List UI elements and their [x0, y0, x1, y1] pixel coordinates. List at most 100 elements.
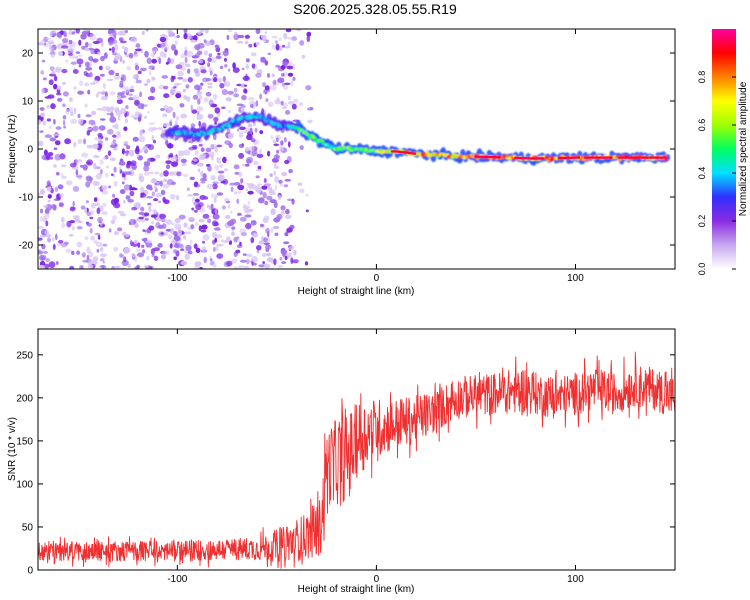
noise-speck — [126, 66, 131, 71]
noise-speck — [250, 52, 257, 57]
noise-speck — [108, 185, 111, 189]
noise-speck — [113, 74, 121, 80]
noise-speck — [40, 112, 45, 117]
noise-speck — [82, 164, 88, 171]
noise-speck — [143, 115, 147, 119]
noise-speck — [175, 64, 183, 70]
noise-speck — [222, 156, 227, 164]
noise-speck — [49, 66, 55, 71]
noise-speck — [200, 177, 208, 182]
noise-speck — [213, 221, 219, 227]
ridge-core — [223, 125, 228, 129]
noise-speck — [155, 154, 161, 159]
noise-speck — [245, 63, 250, 70]
noise-speck — [270, 208, 276, 215]
noise-speck — [213, 116, 219, 123]
noise-speck — [212, 213, 220, 220]
noise-speck — [72, 200, 75, 207]
noise-speck — [65, 180, 73, 186]
noise-speck — [100, 55, 105, 62]
noise-speck — [176, 229, 182, 236]
noise-speck — [292, 98, 299, 104]
noise-speck — [49, 31, 53, 37]
noise-speck — [134, 218, 139, 222]
noise-speck — [96, 241, 103, 248]
noise-speck — [280, 249, 288, 255]
noise-speck — [227, 132, 234, 139]
noise-speck — [104, 172, 109, 178]
noise-speck — [56, 172, 60, 176]
spectrogram-y-axis-label: Frequency (Hz) — [7, 115, 18, 184]
noise-speck — [255, 188, 262, 194]
noise-speck — [92, 143, 99, 149]
noise-speck — [145, 29, 149, 32]
noise-speck — [180, 248, 185, 251]
noise-speck — [85, 200, 89, 204]
noise-speck — [114, 107, 120, 113]
noise-speck — [284, 232, 289, 237]
noise-speck — [101, 190, 109, 195]
noise-speck — [117, 95, 122, 100]
noise-speck — [43, 251, 48, 254]
noise-speck — [114, 231, 119, 236]
noise-speck — [51, 70, 56, 75]
noise-speck — [60, 164, 67, 168]
noise-speck — [219, 65, 224, 70]
noise-speck — [280, 205, 286, 211]
noise-speck — [256, 153, 264, 158]
noise-speck — [252, 121, 256, 127]
ridge-core — [227, 124, 231, 128]
noise-speck — [124, 46, 129, 53]
noise-speck — [173, 249, 177, 254]
noise-speck — [187, 250, 193, 255]
noise-speck — [277, 77, 285, 84]
noise-speck — [160, 232, 164, 235]
noise-speck — [232, 62, 236, 69]
noise-speck — [75, 56, 79, 60]
noise-speck — [290, 79, 294, 86]
noise-speck — [229, 182, 235, 186]
noise-speck — [39, 208, 44, 214]
noise-speck — [202, 234, 210, 241]
noise-speck — [112, 52, 118, 56]
noise-speck — [50, 103, 56, 110]
noise-speck — [76, 58, 84, 65]
noise-speck — [45, 37, 52, 40]
noise-speck — [176, 171, 182, 177]
noise-speck — [148, 70, 152, 76]
noise-speck — [80, 265, 84, 269]
noise-speck — [84, 82, 90, 87]
noise-speck — [60, 244, 67, 249]
noise-speck — [174, 82, 182, 86]
noise-speck — [240, 83, 245, 89]
noise-speck — [204, 41, 211, 47]
noise-speck — [245, 258, 250, 265]
noise-speck — [200, 229, 207, 233]
noise-speck — [256, 183, 262, 186]
noise-speck — [299, 188, 305, 194]
noise-speck — [272, 79, 277, 86]
noise-speck — [69, 55, 76, 59]
noise-speck — [66, 220, 72, 228]
noise-speck — [290, 257, 294, 264]
noise-speck — [246, 58, 250, 63]
snr-x-axis-label: Height of straight line (km) — [298, 584, 415, 595]
noise-speck — [116, 131, 121, 136]
noise-speck — [275, 65, 280, 68]
noise-speck — [222, 178, 229, 185]
noise-speck — [280, 140, 284, 146]
noise-speck — [86, 144, 94, 149]
noise-speck — [103, 52, 108, 59]
noise-speck — [53, 75, 58, 82]
noise-speck — [132, 73, 139, 80]
noise-speck — [84, 236, 89, 241]
noise-speck — [151, 48, 158, 54]
noise-speck — [123, 247, 131, 254]
noise-speck — [130, 252, 136, 258]
noise-speck — [147, 158, 151, 163]
noise-speck — [243, 88, 248, 94]
noise-speck — [283, 241, 290, 245]
noise-speck — [223, 198, 230, 202]
noise-speck — [198, 225, 202, 232]
noise-speck — [39, 130, 44, 133]
